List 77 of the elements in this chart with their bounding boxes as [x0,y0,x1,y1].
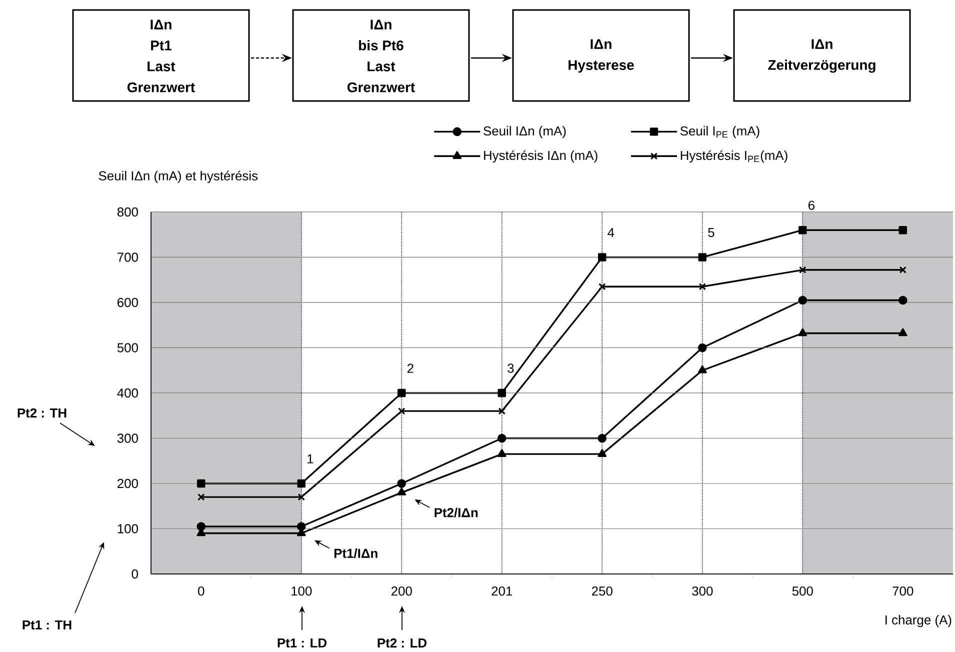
point [397,488,406,496]
point [497,434,506,443]
text: IΔn [370,20,392,30]
x-tick-label: 300 [692,586,713,596]
x-axis-title: I charge (A) [886,615,952,628]
point [498,388,506,398]
text: Grenzwert [347,82,415,92]
y-tick-label: 800 [117,207,138,217]
text: Last [148,62,176,72]
point [898,226,907,234]
point [799,266,806,274]
annotation: 5 [708,228,714,238]
y-tick-label: 100 [118,524,138,534]
text: Pt1 : TH [22,620,72,630]
text: Pt1 [151,40,172,50]
point [798,328,808,336]
point [196,522,206,531]
y-tick-label: 200 [118,478,138,488]
annotation: 4 [608,228,614,238]
annotation: Pt1/IΔn [334,548,378,558]
annotation: 1 [308,454,314,464]
point [898,328,908,336]
legend-label: Seuil I$_{PE}$ (mA) [680,126,760,138]
text: bis Pt6 [359,40,404,50]
point [698,343,707,352]
text: Hysterese [568,60,634,73]
text: Grenzwert [127,82,195,92]
x-tick-label: 250 [592,586,612,596]
annotation: 2 [407,364,414,373]
point [899,266,907,274]
x-tick-label: 0 [198,586,204,596]
point [698,283,706,290]
point [298,493,306,501]
y-tick-label: 0 [132,569,138,579]
annotation: 3 [508,364,514,373]
point [598,253,606,262]
point [598,449,607,457]
annotation: 6 [808,200,814,210]
text: Zeitverzögerung [768,60,876,73]
text: Pt2 : LD [378,638,427,648]
point [798,296,808,305]
point [296,522,306,531]
x-tick-label: 500 [792,586,813,596]
point [197,479,206,488]
point [798,226,807,234]
x-tick-label: 700 [892,586,914,596]
x-tick-label: 100 [292,586,312,596]
text: IΔn [150,20,172,30]
point [598,434,607,443]
point [397,479,406,488]
point [297,479,306,488]
annotation: Pt2/IΔn [434,508,478,518]
legend-label: Hystérésis IΔn (mA) [484,150,598,163]
x-tick-label: 201 [492,586,512,596]
text: Last [368,62,396,72]
y-tick-label: 300 [117,434,138,443]
y-tick-label: 400 [117,388,138,398]
point [898,296,908,305]
y-axis-title: Seuil IΔn (mA) et hystérésis [98,170,258,183]
point [497,449,506,457]
point [398,407,406,415]
x-tick-label: 200 [391,586,412,596]
y-tick-label: 600 [118,298,138,308]
y-tick-label: 500 [117,343,138,352]
point [398,388,406,398]
point [698,365,707,374]
text: Pt1 : LD [278,638,327,648]
text: IΔn [590,39,612,49]
y-tick-label: 700 [118,252,138,262]
legend-label: Seuil IΔn (mA) [484,126,566,138]
text: IΔn [812,39,832,49]
point [698,253,706,262]
legend-label: Hystérésis I$_{PE}$(mA) [680,150,788,163]
text: Pt2 : TH [18,408,66,418]
point [598,283,606,290]
point [498,407,506,415]
point [198,493,205,501]
